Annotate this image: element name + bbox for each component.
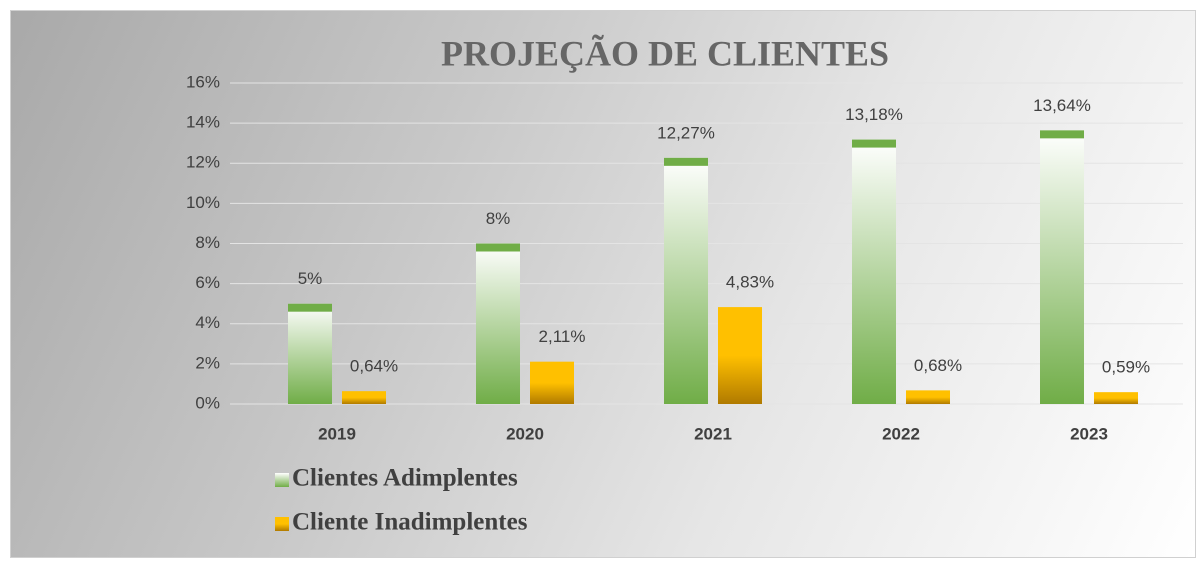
y-tick-label: 10% bbox=[186, 193, 220, 212]
data-label: 8% bbox=[486, 209, 511, 228]
bar bbox=[476, 243, 520, 404]
bar-cap bbox=[852, 139, 896, 148]
bar-cap bbox=[288, 303, 332, 312]
x-tick-label: 2023 bbox=[1070, 424, 1108, 443]
y-tick-label: 6% bbox=[195, 273, 220, 292]
bar bbox=[718, 307, 762, 404]
bar-body bbox=[1094, 392, 1138, 404]
bar bbox=[906, 390, 950, 404]
x-tick-label: 2021 bbox=[694, 424, 732, 443]
x-tick-label: 2019 bbox=[318, 424, 356, 443]
bar-body bbox=[664, 157, 708, 404]
bar-cap bbox=[1040, 130, 1084, 139]
bar bbox=[1094, 392, 1138, 404]
bar-cap bbox=[476, 243, 520, 252]
bar-body bbox=[342, 391, 386, 404]
y-tick-label: 8% bbox=[195, 233, 220, 252]
chart-title: PROJEÇÃO DE CLIENTES bbox=[441, 33, 889, 73]
bar bbox=[288, 303, 332, 404]
bar bbox=[342, 391, 386, 404]
y-tick-label: 16% bbox=[186, 72, 220, 91]
bar-body bbox=[852, 139, 896, 405]
x-tick-label: 2020 bbox=[506, 424, 544, 443]
data-label: 2,11% bbox=[539, 327, 586, 346]
bar-body bbox=[718, 307, 762, 404]
y-tick-label: 2% bbox=[195, 353, 220, 372]
bar-body bbox=[476, 243, 520, 404]
data-label: 12,27% bbox=[657, 123, 715, 142]
bar-body bbox=[906, 390, 950, 404]
y-tick-label: 4% bbox=[195, 313, 220, 332]
legend-label: Clientes Adimplentes bbox=[292, 465, 518, 492]
bar-cap bbox=[664, 157, 708, 166]
legend-swatch bbox=[275, 517, 289, 531]
bar-body bbox=[1040, 130, 1084, 404]
data-label: 0,59% bbox=[1102, 358, 1150, 377]
bar bbox=[664, 157, 708, 404]
legend-label: Cliente Inadimplentes bbox=[292, 509, 528, 536]
data-label: 0,64% bbox=[350, 357, 398, 376]
y-tick-label: 12% bbox=[186, 153, 220, 172]
bar-body bbox=[530, 361, 574, 404]
legend-swatch bbox=[275, 473, 289, 487]
data-label: 0,68% bbox=[914, 356, 962, 375]
data-label: 13,64% bbox=[1033, 96, 1091, 115]
data-label: 4,83% bbox=[726, 273, 774, 292]
data-label: 13,18% bbox=[845, 105, 903, 124]
bar bbox=[530, 361, 574, 404]
data-label: 5% bbox=[298, 269, 323, 288]
bar-body bbox=[288, 303, 332, 404]
bar bbox=[1040, 130, 1084, 404]
bar bbox=[852, 139, 896, 405]
x-tick-label: 2022 bbox=[882, 424, 920, 443]
y-tick-label: 0% bbox=[195, 393, 220, 412]
y-tick-label: 14% bbox=[186, 113, 220, 132]
